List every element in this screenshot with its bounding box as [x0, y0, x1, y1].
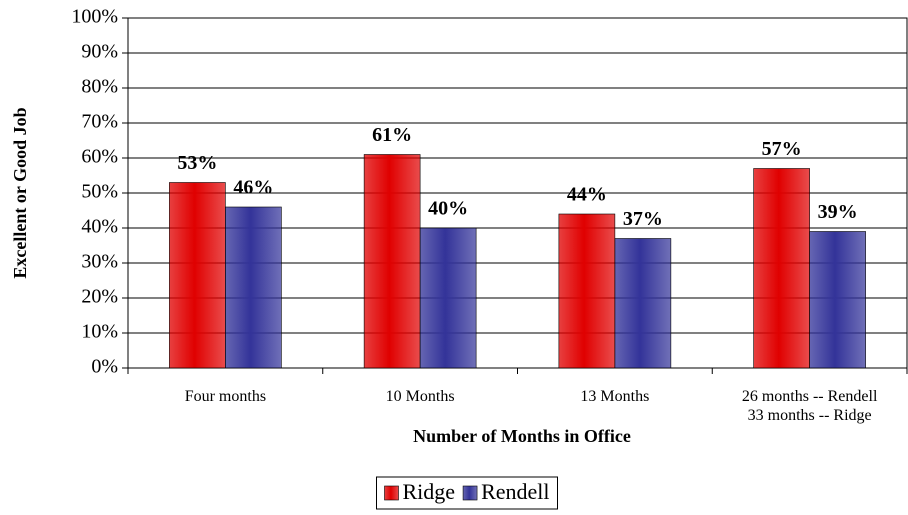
- y-tick-label: 20%: [81, 286, 118, 308]
- x-tick-label: 10 Months: [385, 388, 455, 405]
- bar: [614, 238, 672, 369]
- x-axis-title: Number of Months in Office: [413, 426, 631, 446]
- data-label: 53%: [177, 152, 217, 174]
- data-label: 57%: [762, 138, 802, 160]
- legend-label: Ridge: [403, 479, 456, 504]
- y-axis-title: Excellent or Good Job: [10, 107, 30, 278]
- y-tick-label: 70%: [81, 111, 118, 133]
- y-tick-label: 40%: [81, 216, 118, 238]
- legend-label: Rendell: [481, 479, 549, 504]
- legend: Ridge Rendell: [376, 476, 558, 510]
- legend-swatch: [384, 485, 399, 501]
- data-label: 46%: [233, 177, 273, 199]
- bar: [753, 168, 810, 369]
- y-tick-label: 80%: [81, 76, 118, 98]
- bar: [169, 182, 226, 369]
- bar: [225, 206, 282, 369]
- y-tick-label: 100%: [71, 6, 118, 28]
- legend-swatch: [462, 485, 478, 501]
- bar: [363, 154, 421, 369]
- x-tick-label: Four months: [184, 388, 267, 405]
- bar: [558, 213, 616, 369]
- bar: [419, 227, 477, 369]
- data-label: 40%: [428, 198, 468, 220]
- x-tick-label: 13 Months: [580, 388, 650, 405]
- y-tick-label: 60%: [81, 146, 118, 168]
- data-label: 44%: [567, 184, 607, 206]
- y-tick-label: 30%: [81, 251, 118, 273]
- data-label: 61%: [372, 124, 412, 146]
- y-tick-label: 90%: [81, 41, 118, 63]
- data-label: 37%: [623, 208, 663, 230]
- y-tick-label: 10%: [81, 321, 118, 343]
- data-label: 39%: [818, 201, 858, 223]
- y-tick-label: 50%: [81, 181, 118, 203]
- bar: [809, 231, 866, 369]
- x-tick-label: 26 months -- Rendell 33 months -- Ridge: [741, 388, 878, 424]
- y-tick-label: 0%: [91, 356, 118, 378]
